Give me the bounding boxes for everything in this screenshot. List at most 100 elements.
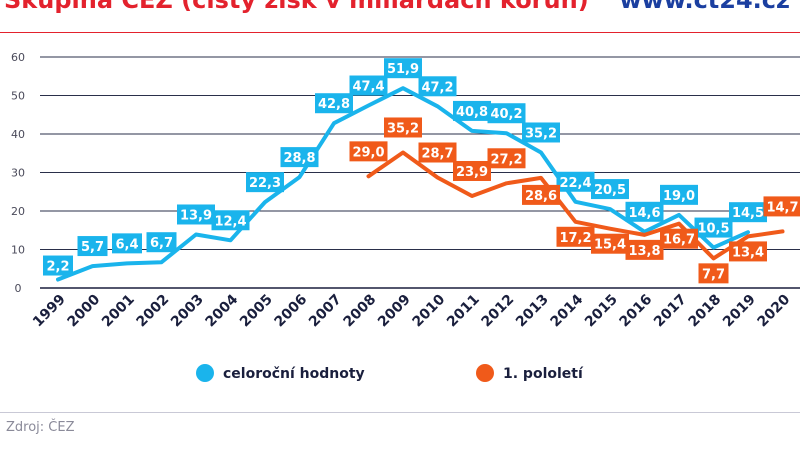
data-label-text: 29,0 — [352, 145, 384, 160]
grid-lines — [40, 56, 800, 289]
x-tick-label: 2018 — [685, 292, 724, 331]
data-label: 47,4 — [349, 75, 388, 96]
data-label: 28,7 — [418, 142, 457, 163]
x-tick-label: 2011 — [444, 292, 483, 331]
data-label-text: 10,5 — [697, 222, 729, 237]
legend-marker — [476, 364, 494, 382]
data-label-box — [698, 263, 729, 284]
data-label-text: 23,9 — [456, 165, 488, 180]
data-label-text: 2,2 — [46, 260, 69, 275]
data-label-box — [315, 93, 353, 114]
data-label-text: 28,8 — [283, 151, 315, 166]
x-tick-label: 2017 — [651, 292, 690, 331]
data-label-box — [660, 184, 698, 205]
y-tick-label: 50 — [11, 90, 25, 103]
data-label-box — [729, 202, 767, 223]
data-label-box — [77, 236, 108, 257]
x-tick-label: 2015 — [582, 292, 621, 331]
y-tick-label: 30 — [11, 167, 25, 180]
data-label: 40,8 — [453, 100, 491, 121]
source-note: Zdroj: ČEZ — [6, 420, 75, 435]
data-label: 7,7 — [698, 263, 729, 284]
data-label-text: 22,4 — [559, 176, 591, 191]
data-label-text: 13,9 — [180, 208, 212, 223]
top-divider — [0, 32, 800, 33]
bottom-divider — [0, 412, 800, 413]
data-label: 28,8 — [280, 147, 319, 168]
data-label-box — [146, 232, 177, 253]
data-label-box — [522, 184, 560, 205]
data-label-text: 15,4 — [594, 238, 626, 253]
data-label-box — [418, 142, 457, 163]
brand-link[interactable]: www.ct24.cz — [619, 0, 790, 14]
data-label: 27,2 — [487, 148, 526, 169]
data-label: 6,7 — [146, 232, 177, 253]
data-label-text: 14,5 — [732, 206, 764, 221]
data-label-box — [522, 122, 560, 143]
data-label-text: 47,2 — [421, 80, 453, 95]
series-lines — [56, 86, 785, 282]
data-label-box — [487, 103, 526, 124]
data-label-text: 13,4 — [732, 245, 764, 260]
data-label: 51,9 — [384, 58, 422, 79]
data-label: 40,2 — [487, 103, 526, 124]
data-label: 13,8 — [625, 239, 664, 260]
series-line-celorocni — [56, 86, 750, 282]
data-label: 20,5 — [591, 179, 629, 200]
x-tick-label: 2016 — [616, 292, 655, 331]
data-label-text: 5,7 — [81, 240, 104, 255]
x-tick-label: 2020 — [754, 291, 793, 330]
data-label-text: 51,9 — [387, 62, 419, 77]
y-tick-label: 10 — [11, 244, 25, 257]
data-label-text: 27,2 — [490, 152, 522, 167]
data-label-text: 20,5 — [594, 183, 626, 198]
data-label: 12,4 — [211, 210, 250, 231]
data-label: 13,9 — [177, 204, 215, 225]
data-label-text: 14,7 — [766, 200, 798, 215]
data-label-text: 28,7 — [421, 147, 453, 162]
data-label: 13,4 — [729, 241, 767, 262]
data-label-text: 42,8 — [318, 97, 350, 112]
data-label-text: 6,7 — [150, 236, 173, 251]
data-label: 14,5 — [729, 202, 767, 223]
x-tick-label: 2019 — [720, 292, 759, 331]
x-tick-label: 2000 — [64, 291, 103, 330]
data-label: 23,9 — [453, 160, 491, 181]
data-label-text: 40,8 — [456, 105, 488, 120]
y-tick-label: 40 — [11, 128, 25, 141]
x-tick-label: 2012 — [478, 292, 517, 331]
data-label-box — [280, 147, 319, 168]
data-label-box — [660, 228, 698, 249]
y-tick-label: 0 — [15, 282, 22, 295]
y-tick-label: 20 — [11, 205, 25, 218]
data-label-box — [763, 196, 800, 217]
data-label: 16,7 — [660, 228, 698, 249]
page-title: Skupina ČEZ (čistý zisk v miliardách kor… — [4, 0, 589, 14]
x-tick-label: 2003 — [168, 292, 207, 331]
data-label-text: 19,0 — [663, 189, 695, 204]
legend: celoroční hodnoty 1. pololetí — [196, 364, 584, 382]
data-label-box — [211, 210, 250, 231]
data-label-text: 28,6 — [525, 189, 557, 204]
x-tick-label: 2008 — [340, 292, 379, 331]
x-tick-label: 2004 — [202, 291, 241, 330]
data-label-text: 7,7 — [702, 267, 725, 282]
data-label-box — [625, 201, 664, 222]
data-label: 19,0 — [660, 184, 698, 205]
data-label-text: 17,2 — [559, 231, 591, 246]
data-label-text: 12,4 — [214, 214, 246, 229]
x-tick-label: 2002 — [133, 292, 172, 331]
data-label-text: 14,6 — [628, 206, 660, 221]
x-tick-label: 2005 — [237, 292, 276, 331]
data-label-box — [246, 172, 284, 193]
data-label-box — [453, 100, 491, 121]
data-label: 15,4 — [591, 233, 629, 254]
data-label-text: 35,2 — [387, 121, 419, 136]
data-label: 6,4 — [112, 233, 142, 254]
x-tick-label: 2014 — [547, 291, 586, 330]
data-label-text: 22,3 — [249, 176, 281, 191]
data-label: 14,7 — [763, 196, 800, 217]
y-tick-label: 60 — [11, 51, 25, 64]
x-tick-label: 1999 — [30, 292, 69, 331]
